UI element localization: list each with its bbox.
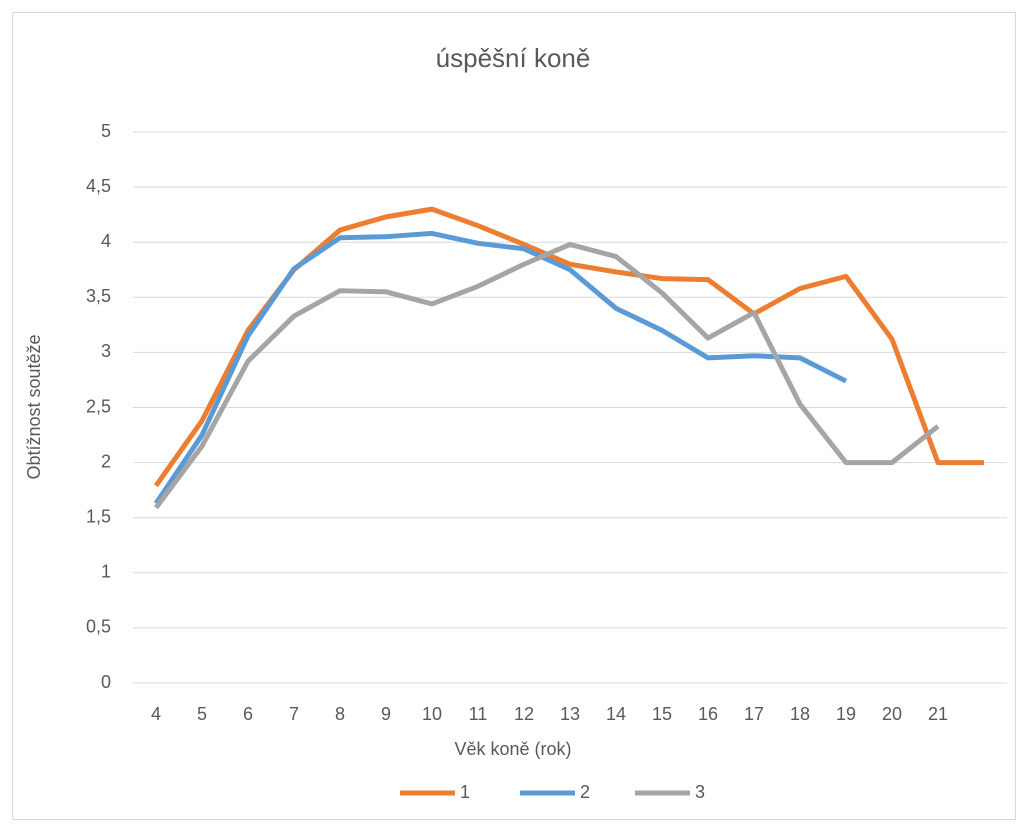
x-tick-label: 5 [197,704,207,724]
x-tick-label: 10 [422,704,442,724]
chart-border [12,12,1016,820]
y-tick-label: 0 [101,672,111,692]
y-tick-label: 4 [101,231,111,251]
x-tick-label: 15 [652,704,672,724]
x-tick-label: 19 [836,704,856,724]
x-tick-label: 11 [469,704,488,724]
x-tick-label: 21 [928,704,948,724]
y-tick-label: 5 [101,121,111,141]
x-tick-label: 20 [882,704,902,724]
x-axis-title: Věk koně (rok) [454,739,571,759]
legend-label: 3 [695,782,705,802]
chart-title: úspěšní koně [436,43,591,73]
x-tick-label: 9 [381,704,391,724]
x-tick-label: 8 [335,704,345,724]
legend-label: 2 [580,782,590,802]
y-tick-label: 3 [101,341,111,361]
y-axis-title: Obtížnost soutěže [24,334,44,479]
x-tick-label: 6 [243,704,253,724]
x-tick-label: 16 [698,704,718,724]
y-tick-label: 1 [101,562,111,582]
x-tick-label: 18 [790,704,810,724]
x-tick-label: 7 [289,704,299,724]
x-tick-label: 14 [606,704,626,724]
y-tick-label: 1,5 [86,506,111,526]
x-tick-label: 17 [744,704,764,724]
legend-label: 1 [460,782,470,802]
x-tick-label: 4 [151,704,161,724]
x-tick-label: 12 [514,704,534,724]
y-tick-label: 4,5 [86,176,111,196]
y-tick-label: 2,5 [86,396,111,416]
y-tick-label: 2 [101,451,111,471]
series-line [153,241,940,510]
series-line [153,230,848,505]
y-tick-label: 0,5 [86,617,111,637]
y-tick-label: 3,5 [86,286,111,306]
x-tick-label: 13 [560,704,580,724]
